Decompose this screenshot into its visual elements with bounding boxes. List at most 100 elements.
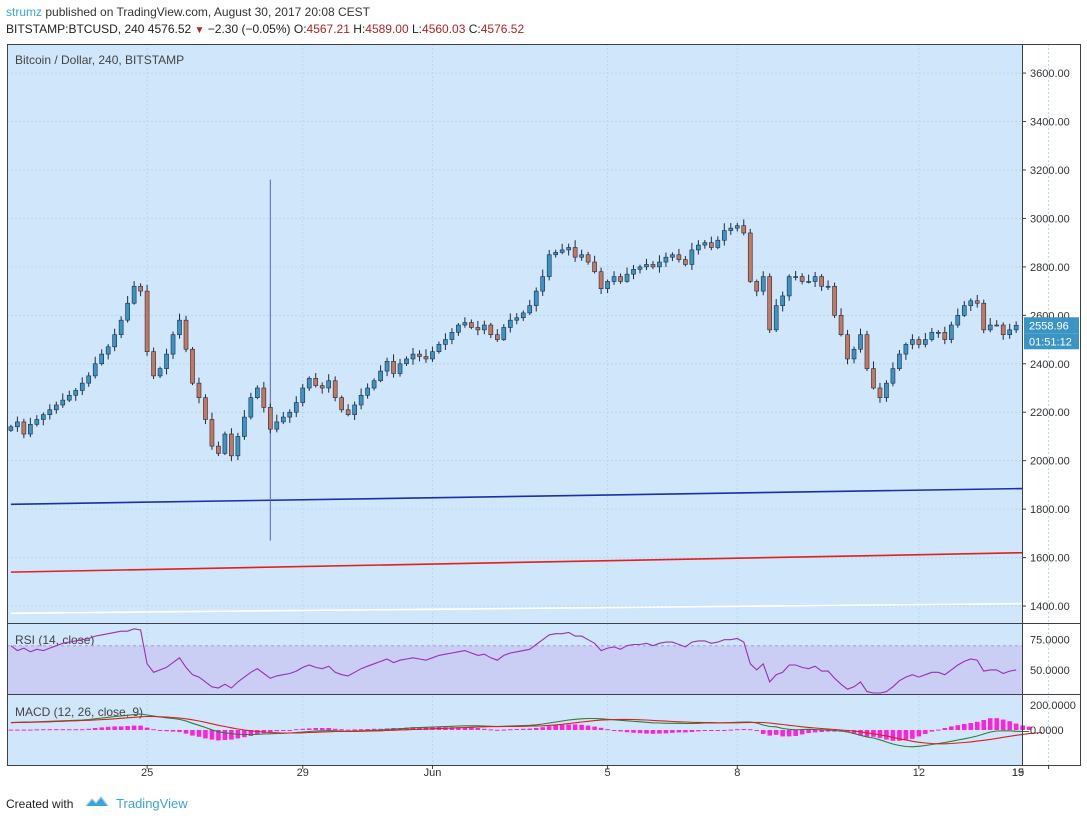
candle-38[interactable]	[255, 385, 260, 400]
candle-75[interactable]	[495, 329, 500, 342]
candle-72[interactable]	[475, 320, 481, 336]
white-trendline[interactable]	[10, 602, 1023, 615]
candle-12[interactable]	[86, 372, 92, 387]
candle-64[interactable]	[423, 349, 429, 363]
candle-128[interactable]	[838, 308, 844, 337]
candle-138[interactable]	[903, 342, 909, 360]
candle-4[interactable]	[34, 415, 40, 427]
candle-94[interactable]	[618, 273, 623, 284]
candle-105[interactable]	[689, 242, 695, 271]
candle-148[interactable]	[968, 298, 974, 311]
candle-1[interactable]	[15, 416, 20, 432]
blue-trendline[interactable]	[10, 487, 1023, 506]
candle-136[interactable]	[890, 362, 896, 387]
candle-155[interactable]	[1013, 321, 1019, 334]
candle-89[interactable]	[585, 251, 591, 265]
candle-7[interactable]	[53, 401, 59, 414]
candle-131[interactable]	[858, 328, 863, 353]
candle-99[interactable]	[650, 261, 656, 270]
candle-10[interactable]	[73, 388, 79, 401]
candle-70[interactable]	[462, 317, 468, 328]
candle-76[interactable]	[501, 324, 507, 342]
candle-16[interactable]	[112, 328, 117, 352]
candle-15[interactable]	[105, 344, 111, 360]
candle-151[interactable]	[987, 317, 993, 333]
rsi-line[interactable]	[10, 628, 1017, 694]
candle-80[interactable]	[527, 299, 533, 316]
candle-67[interactable]	[443, 333, 448, 350]
candle-48[interactable]	[319, 382, 325, 394]
candle-84[interactable]	[553, 249, 558, 258]
author-link[interactable]: strumz	[6, 5, 42, 19]
candle-103[interactable]	[676, 248, 682, 263]
candle-126[interactable]	[825, 280, 831, 290]
candle-37[interactable]	[248, 392, 254, 420]
candle-109[interactable]	[715, 236, 721, 250]
candle-119[interactable]	[780, 291, 785, 312]
candle-74[interactable]	[488, 322, 494, 339]
candle-104[interactable]	[683, 255, 688, 267]
candle-118[interactable]	[773, 299, 779, 333]
candle-81[interactable]	[533, 287, 539, 312]
candle-147[interactable]	[961, 301, 967, 318]
candle-63[interactable]	[417, 350, 422, 362]
candle-141[interactable]	[923, 333, 928, 348]
candle-69[interactable]	[456, 323, 461, 336]
candle-90[interactable]	[592, 255, 597, 274]
candle-52[interactable]	[345, 404, 351, 417]
candle-49[interactable]	[326, 374, 331, 393]
candle-97[interactable]	[637, 264, 643, 274]
candle-101[interactable]	[663, 252, 669, 267]
main-pane[interactable]	[7, 44, 1022, 623]
red-trendline[interactable]	[10, 551, 1023, 573]
candle-113[interactable]	[741, 219, 747, 236]
candle-21[interactable]	[144, 284, 150, 356]
candle-31[interactable]	[209, 412, 215, 450]
candle-17[interactable]	[118, 316, 124, 339]
candle-9[interactable]	[66, 390, 72, 403]
candle-51[interactable]	[339, 395, 344, 413]
candle-5[interactable]	[41, 412, 46, 426]
candle-106[interactable]	[696, 240, 701, 255]
candle-83[interactable]	[546, 249, 552, 281]
candle-23[interactable]	[157, 366, 163, 379]
candle-130[interactable]	[851, 346, 857, 364]
candle-112[interactable]	[734, 222, 740, 232]
candle-65[interactable]	[430, 346, 435, 362]
candle-55[interactable]	[365, 383, 370, 399]
signal-line[interactable]	[10, 715, 1043, 745]
candle-42[interactable]	[280, 411, 286, 425]
candle-143[interactable]	[936, 330, 941, 338]
candle-57[interactable]	[378, 365, 383, 383]
candle-152[interactable]	[994, 320, 1000, 327]
candle-25[interactable]	[170, 331, 176, 359]
candle-44[interactable]	[293, 396, 299, 418]
candle-107[interactable]	[702, 239, 708, 249]
candle-144[interactable]	[942, 326, 948, 345]
candle-2[interactable]	[21, 418, 27, 439]
candle-59[interactable]	[391, 354, 396, 378]
candle-78[interactable]	[514, 313, 520, 325]
candle-82[interactable]	[540, 269, 546, 296]
candle-115[interactable]	[754, 279, 760, 297]
candle-87[interactable]	[572, 240, 578, 262]
candle-145[interactable]	[948, 321, 954, 344]
candle-100[interactable]	[657, 255, 662, 273]
candle-108[interactable]	[709, 236, 714, 251]
candle-111[interactable]	[728, 223, 734, 235]
candle-61[interactable]	[404, 356, 409, 366]
candle-79[interactable]	[520, 310, 526, 321]
candle-24[interactable]	[164, 348, 169, 375]
candle-62[interactable]	[410, 348, 416, 365]
candle-3[interactable]	[28, 417, 33, 438]
candle-132[interactable]	[864, 330, 870, 372]
candle-85[interactable]	[559, 243, 565, 255]
candle-47[interactable]	[313, 372, 319, 388]
candle-11[interactable]	[79, 377, 85, 396]
candle-149[interactable]	[974, 294, 980, 308]
candle-92[interactable]	[605, 279, 610, 294]
candle-73[interactable]	[482, 320, 487, 335]
candle-18[interactable]	[125, 295, 130, 323]
candle-0[interactable]	[8, 424, 14, 432]
